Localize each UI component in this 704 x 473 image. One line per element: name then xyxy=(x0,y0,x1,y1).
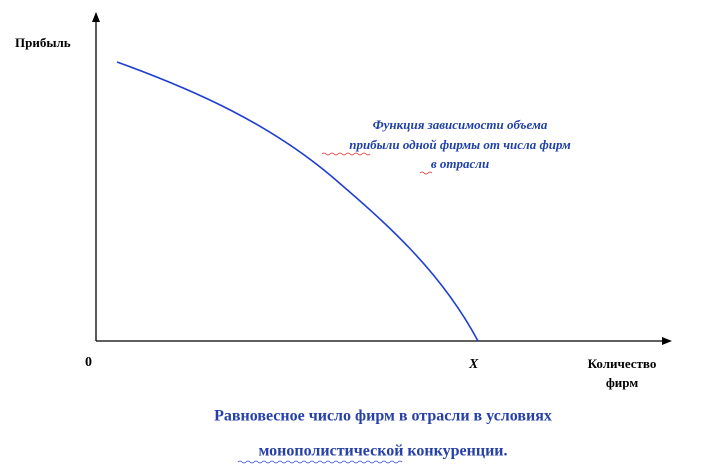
annotation-line: прибыли одной фирмы от числа фирм xyxy=(349,137,571,152)
x-arrow xyxy=(662,337,672,345)
annotation-line: Функция зависимости объема xyxy=(373,117,548,132)
y-arrow xyxy=(92,12,100,22)
origin-label: 0 xyxy=(85,355,92,370)
profit-curve xyxy=(116,61,479,342)
y-axis-label: Прибыль xyxy=(15,35,71,50)
spell-underline xyxy=(237,460,403,464)
x-mark: X xyxy=(468,357,479,372)
annotation-line: в отрасли xyxy=(431,156,489,171)
axes xyxy=(95,18,666,342)
caption-line: монополистической конкуренции. xyxy=(258,443,507,460)
x-axis-label: Количество xyxy=(588,356,657,371)
caption-line: Равновесное число фирм в отрасли в услов… xyxy=(214,408,552,425)
spell-underline xyxy=(321,152,433,175)
x-axis-label: фирм xyxy=(606,375,639,390)
